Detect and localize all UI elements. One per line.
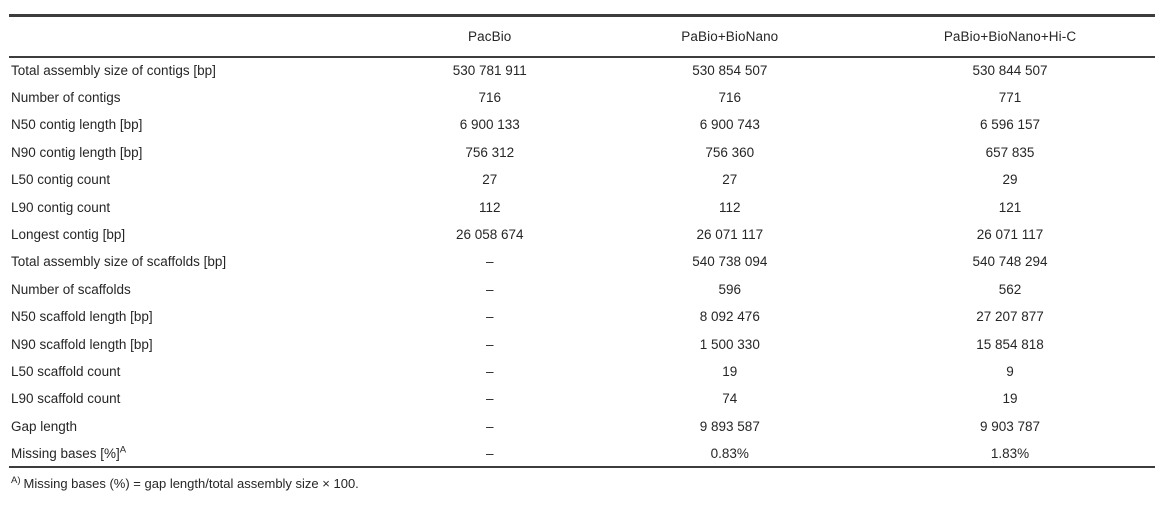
metric-value-pabio-bionano-hic: 29	[1002, 172, 1018, 188]
metric-label: N90 scaffold length [bp]	[11, 336, 153, 352]
table-row: Longest contig [bp] 26 058 674 26 071 11…	[9, 221, 1155, 248]
metric-label: L90 contig count	[11, 199, 111, 215]
header-empty-cell	[9, 16, 385, 57]
metric-value-pabio-bionano-hic: 562	[998, 281, 1022, 297]
metric-value-pabio-bionano: 74	[722, 391, 738, 407]
metric-value-pabio-bionano: 112	[719, 199, 741, 215]
metric-superscript: A	[119, 444, 127, 456]
metric-value-pacbio: –	[485, 254, 494, 270]
table-row: N90 contig length [bp] 756 312 756 360 6…	[9, 139, 1155, 166]
metric-value-pabio-bionano-hic: 27 207 877	[976, 309, 1044, 325]
table-row: L50 scaffold count – 19 9	[9, 358, 1155, 385]
table-row: Number of contigs 716 716 771	[9, 84, 1155, 111]
metric-value-pabio-bionano: 716	[718, 90, 742, 106]
metric-value-pabio-bionano-hic: 121	[998, 199, 1022, 215]
metric-label: N90 contig length [bp]	[11, 144, 143, 160]
metric-value-pabio-bionano-hic: 540 748 294	[972, 254, 1048, 270]
metric-value-pacbio: 716	[478, 90, 501, 106]
metric-value-pacbio: 112	[478, 199, 501, 215]
metric-label: L50 contig count	[11, 172, 111, 188]
metric-value-pabio-bionano: 596	[718, 281, 742, 297]
metric-value-pacbio: –	[485, 391, 494, 407]
table-row: N50 contig length [bp] 6 900 133 6 900 7…	[9, 111, 1155, 138]
metric-value-pabio-bionano-hic: 15 854 818	[976, 336, 1044, 352]
table-row: Missing bases [%]A – 0.83% 1.83%	[9, 440, 1155, 467]
metric-value-pabio-bionano-hic: 657 835	[985, 144, 1035, 160]
metric-label: Total assembly size of scaffolds [bp]	[11, 254, 227, 270]
metric-value-pacbio: –	[485, 363, 494, 379]
metric-value-pabio-bionano: 756 360	[705, 144, 755, 160]
table-row: Number of scaffolds – 596 562	[9, 276, 1155, 303]
metric-label: Total assembly size of contigs [bp]	[11, 63, 216, 79]
metric-value-pabio-bionano: 8 092 476	[699, 309, 760, 325]
header-row: PacBio PaBio+BioNano PaBio+BioNano+Hi-C	[9, 16, 1155, 57]
table-row: L50 contig count 27 27 29	[9, 166, 1155, 193]
header-col-pabio-bionano-hic: PaBio+BioNano+Hi-C	[943, 28, 1077, 44]
table-row: L90 scaffold count – 74 19	[9, 385, 1155, 412]
metric-value-pabio-bionano: 9 893 587	[699, 418, 760, 434]
metric-value-pabio-bionano-hic: 19	[1002, 391, 1018, 407]
table-body: Total assembly size of contigs [bp] 530 …	[9, 57, 1155, 468]
metric-value-pabio-bionano: 1 500 330	[699, 336, 760, 352]
metric-label: N50 contig length [bp]	[11, 117, 143, 133]
metric-value-pabio-bionano: 540 738 094	[692, 254, 768, 270]
metric-label: Missing bases [%]	[11, 445, 120, 461]
metric-label: L50 scaffold count	[11, 363, 121, 379]
metric-value-pabio-bionano: 19	[722, 363, 738, 379]
table-row: Gap length – 9 893 587 9 903 787	[9, 413, 1155, 440]
metric-label: Longest contig [bp]	[11, 227, 126, 243]
metric-value-pabio-bionano-hic: 771	[998, 90, 1022, 106]
table-row: N50 scaffold length [bp] – 8 092 476 27 …	[9, 303, 1155, 330]
metric-value-pabio-bionano-hic: 1.83%	[990, 445, 1030, 461]
metric-value-pacbio: 756 312	[465, 144, 515, 160]
metric-value-pacbio: –	[485, 418, 494, 434]
metric-value-pabio-bionano-hic: 9 903 787	[979, 418, 1041, 434]
table-row: Total assembly size of contigs [bp] 530 …	[9, 57, 1155, 84]
metric-value-pacbio: 6 900 133	[459, 117, 520, 133]
metric-value-pabio-bionano: 27	[722, 172, 738, 188]
assembly-stats-table: PacBio PaBio+BioNano PaBio+BioNano+Hi-C …	[9, 14, 1155, 468]
metric-value-pabio-bionano: 6 900 743	[699, 117, 760, 133]
metric-value-pacbio: 27	[482, 172, 498, 188]
metric-label: Number of scaffolds	[11, 281, 131, 297]
metric-value-pacbio: –	[485, 445, 494, 461]
metric-value-pabio-bionano-hic: 26 071 117	[976, 227, 1044, 243]
metric-label: Gap length	[11, 418, 78, 434]
metric-label: Number of contigs	[11, 90, 121, 106]
metric-value-pabio-bionano: 0.83%	[710, 445, 749, 461]
metric-value-pacbio: 530 781 911	[452, 63, 527, 79]
metric-value-pacbio: 26 058 674	[455, 227, 524, 243]
metric-value-pabio-bionano: 530 854 507	[692, 63, 768, 79]
metric-label: N50 scaffold length [bp]	[11, 309, 153, 325]
table-row: Total assembly size of scaffolds [bp] – …	[9, 248, 1155, 275]
table-row: L90 contig count 112 112 121	[9, 193, 1155, 220]
metric-value-pabio-bionano: 26 071 117	[696, 227, 764, 243]
metric-value-pabio-bionano-hic: 6 596 157	[979, 117, 1041, 133]
metric-label: L90 scaffold count	[11, 391, 121, 407]
footnote: A) Missing bases (%) = gap length/total a…	[9, 475, 1155, 492]
header-col-pabio-bionano: PaBio+BioNano	[681, 28, 779, 44]
footnote-marker: A)	[11, 475, 21, 487]
metric-value-pacbio: –	[485, 336, 494, 352]
table-row: N90 scaffold length [bp] – 1 500 330 15 …	[9, 330, 1155, 357]
metric-value-pacbio: –	[485, 281, 494, 297]
metric-value-pabio-bionano-hic: 9	[1006, 363, 1014, 379]
paper-table-figure: PacBio PaBio+BioNano PaBio+BioNano+Hi-C …	[9, 14, 1155, 492]
table-header: PacBio PaBio+BioNano PaBio+BioNano+Hi-C	[9, 16, 1155, 57]
footnote-text: Missing bases (%) = gap length/total ass…	[23, 476, 359, 492]
header-col-pacbio: PacBio	[468, 28, 512, 44]
metric-value-pabio-bionano-hic: 530 844 507	[972, 63, 1048, 79]
metric-value-pacbio: –	[485, 309, 494, 325]
